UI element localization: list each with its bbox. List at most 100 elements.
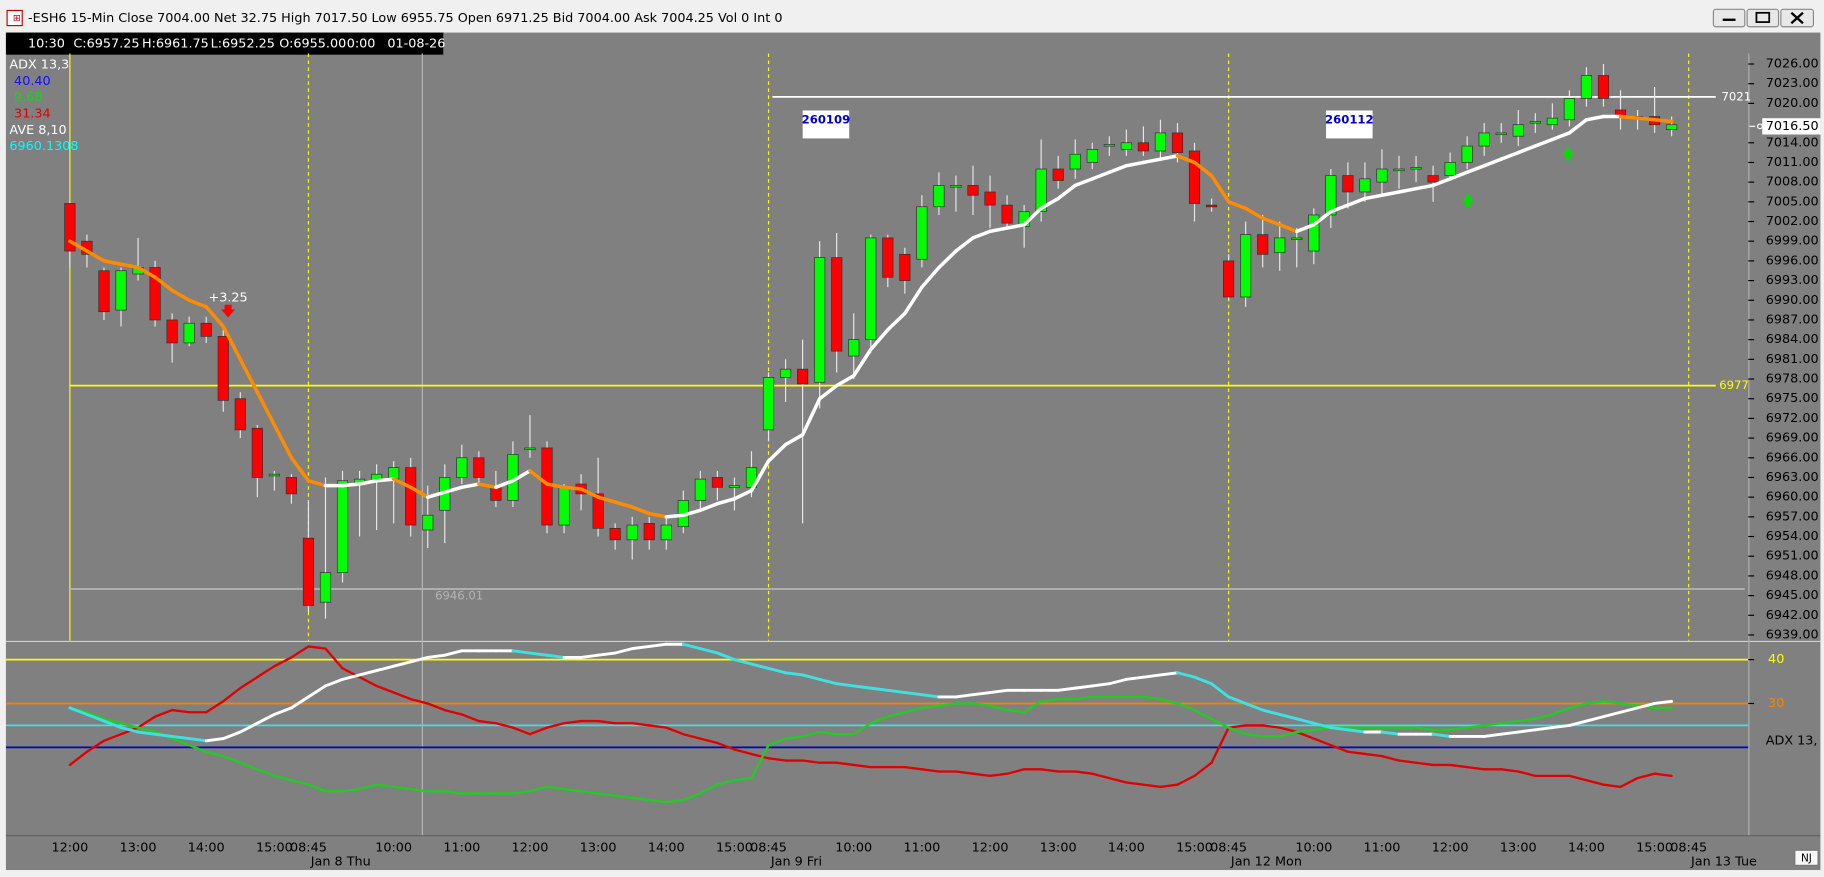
- candle-body: [1529, 121, 1541, 124]
- info-field: 0:00: [347, 37, 376, 52]
- candle-body: [1205, 204, 1218, 208]
- indicator-line: [1533, 726, 1554, 732]
- y-tick-label: 6993.00: [1766, 273, 1819, 288]
- indicator-line: [954, 770, 975, 775]
- candle-body: [660, 524, 672, 541]
- annotation: 260112: [1325, 112, 1374, 126]
- indicator-line: [1568, 702, 1588, 710]
- indicator-line: [1142, 783, 1162, 789]
- indicator-line: [1056, 183, 1077, 201]
- candle-body: [831, 257, 843, 352]
- candle-body: [1001, 204, 1013, 224]
- date-label: Jan 8 Thu: [310, 854, 371, 869]
- y-tick-label: 7002.00: [1766, 214, 1819, 229]
- indicator-line: [528, 651, 549, 657]
- annotation-box: [802, 110, 850, 139]
- indicator-line: [665, 726, 685, 736]
- indicator-line: [1619, 776, 1639, 789]
- x-tick-label: 13:00: [120, 840, 157, 855]
- y-tick-label: 7011.00: [1766, 155, 1819, 170]
- indicator-line: [290, 645, 310, 659]
- x-tick-label: 11:00: [903, 840, 940, 855]
- indicator-line: [85, 739, 106, 753]
- indicator-line: [1346, 750, 1367, 756]
- indicator-line: [1380, 730, 1401, 736]
- indicator-line: [1550, 723, 1571, 730]
- indicator-line: [85, 249, 106, 263]
- y-tick-label: 6951.00: [1766, 549, 1819, 564]
- indicator-line: [187, 298, 208, 309]
- y-tick-label: 6999.00: [1766, 234, 1819, 249]
- indicator-line: [579, 653, 600, 659]
- candle-body: [1103, 144, 1115, 147]
- indicator-line: [1210, 682, 1231, 699]
- indicator-line: [1567, 719, 1588, 727]
- minimize-button[interactable]: [1712, 8, 1746, 28]
- indicator-line: [1534, 713, 1554, 721]
- indicator-line: [886, 711, 907, 718]
- indicator-line: [1329, 726, 1350, 732]
- indicator-line: [511, 469, 532, 483]
- indicator-line: [1142, 695, 1162, 701]
- indicator-line: [1414, 183, 1435, 191]
- indicator-line: [1397, 759, 1418, 764]
- legend-title: ADX 13,3: [9, 58, 69, 73]
- candle-body: [950, 185, 962, 188]
- indicator-line: [1567, 118, 1589, 135]
- candle-body: [302, 537, 315, 606]
- indicator-line: [698, 647, 719, 655]
- candle-body: [1120, 142, 1132, 150]
- y-tick-label: 6957.00: [1766, 509, 1819, 524]
- candle-body: [848, 339, 860, 357]
- indicator-line: [1483, 722, 1503, 727]
- candle-body: [234, 398, 246, 431]
- candle-body: [285, 477, 297, 495]
- indicator-line: [255, 390, 277, 427]
- indicator-line: [1500, 768, 1520, 773]
- indicator-line: [1158, 154, 1180, 161]
- indicator-line: [1636, 772, 1656, 780]
- indicator-line: [1431, 177, 1452, 188]
- indicator-line: [358, 675, 378, 688]
- indicator-line: [1482, 157, 1503, 168]
- indicator-line: [1244, 733, 1264, 738]
- level-label: 6977: [1719, 378, 1749, 392]
- x-tick-label: 11:00: [443, 840, 480, 855]
- indicator-line: [1040, 768, 1060, 773]
- maximize-button[interactable]: [1746, 8, 1780, 28]
- indicator-line: [903, 765, 924, 771]
- indicator-line: [136, 730, 157, 736]
- indicator-line: [681, 508, 703, 517]
- indicator-line: [307, 645, 327, 650]
- indicator-line: [903, 285, 924, 316]
- adx-panel: [5, 642, 1749, 804]
- indicator-line: [1244, 702, 1265, 712]
- indicator-line: [528, 469, 549, 486]
- candle-body: [694, 478, 706, 501]
- indicator-line: [596, 651, 617, 657]
- candle-body: [609, 527, 621, 541]
- indicator-line: [1516, 728, 1537, 734]
- indicator-line: [153, 275, 174, 293]
- y-tick-label: 6948.00: [1766, 568, 1819, 583]
- indicator-line: [886, 688, 907, 694]
- indicator-line: [256, 665, 276, 679]
- indicator-line: [341, 673, 362, 681]
- candle-body: [149, 267, 161, 321]
- indicator-line: [1108, 776, 1128, 784]
- indicator-line: [1107, 677, 1128, 686]
- candle-body: [1240, 234, 1252, 298]
- indicator-line: [869, 715, 889, 725]
- indicator-line: [1482, 732, 1503, 738]
- indicator-line: [648, 798, 668, 804]
- x-tick-label: 14:00: [188, 840, 225, 855]
- indicator-line: [102, 717, 123, 725]
- indicator-line: [1414, 761, 1435, 767]
- y-tick-label: 6939.00: [1766, 627, 1819, 642]
- indicator-line: [733, 776, 753, 782]
- indicator-line: [1329, 203, 1350, 214]
- indicator-line: [767, 666, 788, 675]
- x-tick-label: 08:45: [1210, 840, 1247, 855]
- corner-label: NJ: [1801, 852, 1812, 864]
- candle-body: [115, 270, 127, 311]
